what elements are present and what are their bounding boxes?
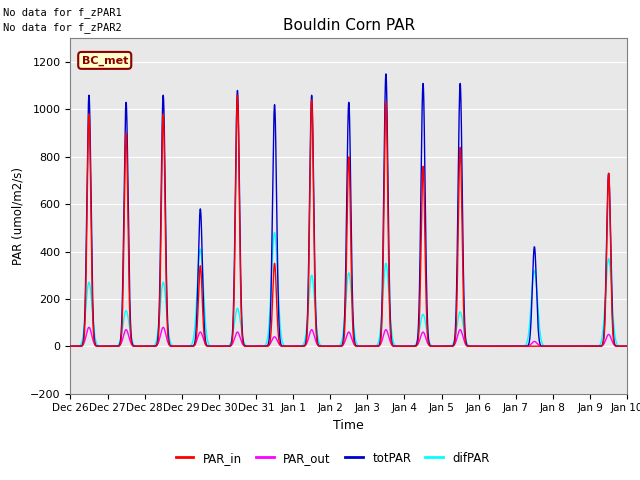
Text: BC_met: BC_met xyxy=(81,55,128,66)
X-axis label: Time: Time xyxy=(333,419,364,432)
Legend: PAR_in, PAR_out, totPAR, difPAR: PAR_in, PAR_out, totPAR, difPAR xyxy=(171,447,495,469)
Y-axis label: PAR (umol/m2/s): PAR (umol/m2/s) xyxy=(12,167,24,265)
Text: No data for f_zPAR2: No data for f_zPAR2 xyxy=(3,22,122,33)
Text: No data for f_zPAR1: No data for f_zPAR1 xyxy=(3,7,122,18)
Title: Bouldin Corn PAR: Bouldin Corn PAR xyxy=(283,18,415,33)
